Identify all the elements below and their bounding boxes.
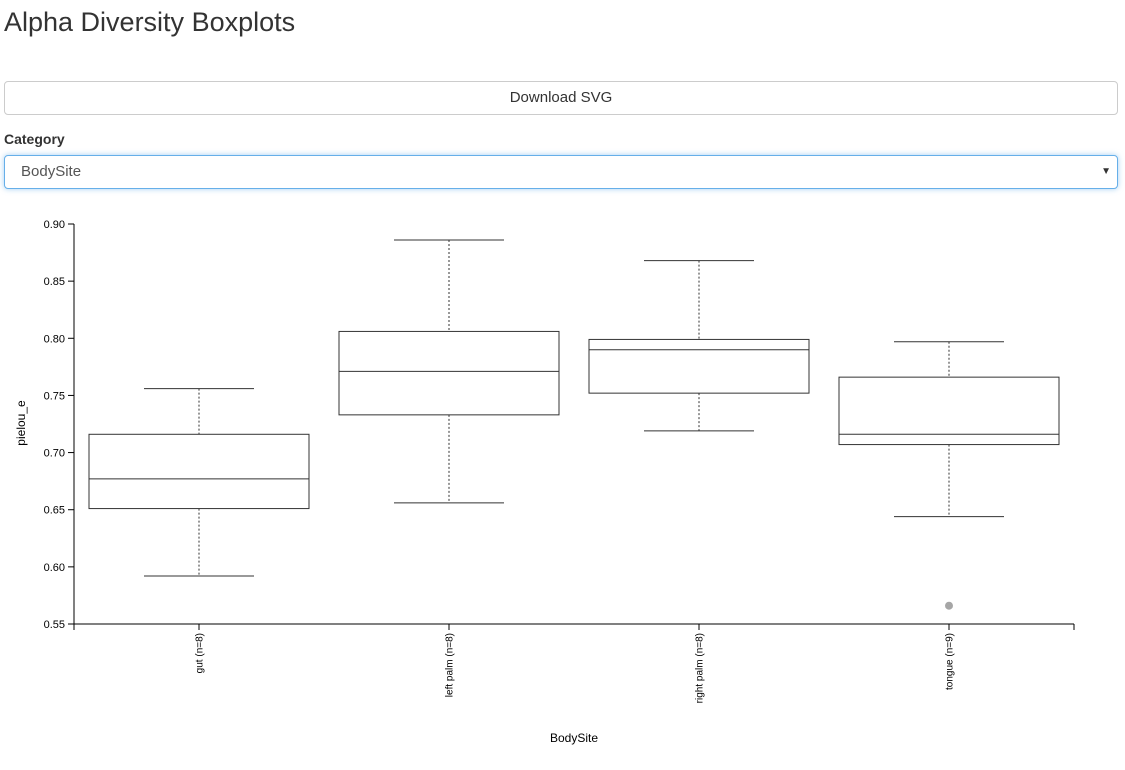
page-title: Alpha Diversity Boxplots: [4, 7, 296, 37]
box: [838, 376, 1060, 446]
y-tick-label: 0.65: [44, 505, 65, 517]
y-tick-label: 0.80: [44, 333, 65, 345]
y-axis: 0.55 0.60 0.65 0.70 0.75 0.80 0.85 0.90: [44, 219, 75, 631]
x-tick-label: right palm (n=8): [695, 633, 706, 703]
box: [588, 338, 810, 394]
x-axis-title: BodySite: [550, 731, 598, 745]
y-tick-label: 0.60: [44, 562, 65, 574]
y-tick-label: 0.85: [44, 276, 65, 288]
category-select-value: BodySite: [21, 163, 82, 180]
y-tick-label: 0.55: [44, 619, 65, 631]
x-tick-label: left palm (n=8): [445, 633, 456, 697]
x-tick-label: tongue (n=9): [945, 633, 956, 690]
y-tick-label: 0.70: [44, 448, 65, 460]
y-tick-label: 0.90: [44, 219, 65, 231]
y-axis-title: pielou_e: [14, 400, 28, 446]
y-tick-label: 0.75: [44, 390, 65, 402]
box-group: [838, 341, 1060, 610]
x-axis: gut (n=8) left palm (n=8) right palm (n=8)…: [73, 623, 1075, 703]
outlier-point: [945, 601, 953, 610]
box: [88, 433, 310, 510]
box: [338, 330, 560, 416]
download-svg-button[interactable]: Download SVG: [4, 81, 1118, 115]
category-label: Category: [4, 131, 65, 147]
chevron-down-icon: ▼: [1101, 166, 1111, 177]
box-group: [88, 388, 310, 577]
category-select[interactable]: BodySite ▼: [4, 155, 1118, 189]
box-group: [588, 260, 810, 432]
boxes: [88, 239, 1060, 610]
box-group: [338, 239, 560, 504]
x-tick-label: gut (n=8): [195, 633, 206, 673]
